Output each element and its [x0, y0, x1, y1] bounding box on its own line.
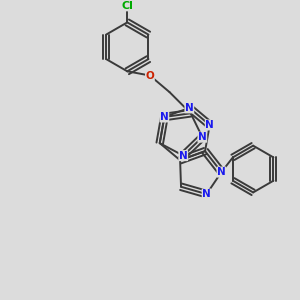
Text: Cl: Cl [121, 1, 133, 11]
Text: N: N [185, 103, 194, 113]
Text: O: O [146, 70, 154, 80]
Text: N: N [202, 189, 211, 199]
Text: N: N [217, 167, 226, 177]
Text: N: N [179, 151, 188, 160]
Text: N: N [160, 112, 169, 122]
Text: N: N [205, 120, 214, 130]
Text: N: N [198, 132, 207, 142]
